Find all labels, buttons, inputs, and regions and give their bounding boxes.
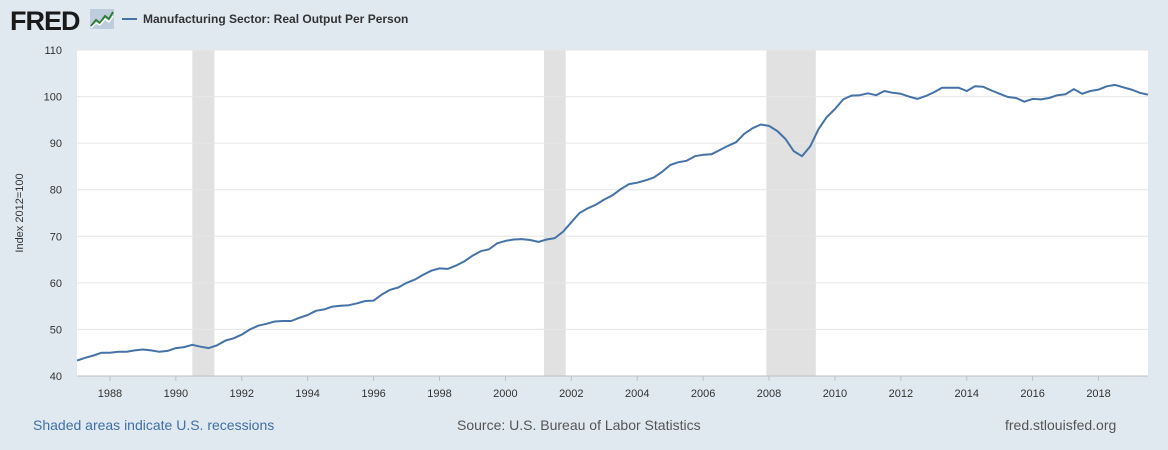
recession-band-1 [543,50,566,376]
y-axis-label: Index 2012=100 [14,173,26,252]
gridlines [77,49,1148,377]
y-tick-label: 40 [50,371,62,383]
y-tick-label: 110 [44,45,62,57]
x-axis-ticks: 1988 1990 1992 1994 1996 1998 2000 2002 2004 2006… [98,376,1111,400]
x-tick-label: 1988 [98,388,122,400]
recession-note-link[interactable]: Shaded areas indicate U.S. recessions [33,417,275,433]
x-tick-label: 2014 [955,388,979,400]
chart-header: FRED Manufacturing Sector: Real Output P… [0,0,1168,42]
recession-band-0 [192,50,215,376]
x-tick-label: 2004 [625,388,649,400]
recession-band-2 [766,50,816,376]
y-tick-label: 50 [50,324,62,336]
fred-logo[interactable]: FRED [10,6,80,36]
y-tick-label: 80 [50,185,62,197]
y-tick-label: 100 [44,92,62,104]
fred-logo-graph-icon [90,9,114,29]
x-tick-label: 1996 [361,388,385,400]
legend-swatch [122,18,137,20]
site-url[interactable]: fred.stlouisfed.org [1005,417,1117,433]
plot-background [77,50,1148,376]
x-tick-label: 2002 [559,388,583,400]
x-tick-label: 1998 [427,388,451,400]
series-line [76,83,1149,362]
y-tick-label: 60 [50,278,62,290]
source-note: Source: U.S. Bureau of Labor Statistics [457,417,701,433]
x-tick-label: 1992 [230,388,254,400]
x-tick-label: 2012 [889,388,913,400]
y-tick-label: 90 [50,138,62,150]
x-tick-label: 1990 [164,388,188,400]
x-tick-label: 2018 [1086,388,1110,400]
legend-series-label: Manufacturing Sector: Real Output Per Pe… [143,12,409,26]
recession-shading [192,50,816,376]
x-tick-label: 2010 [823,388,847,400]
x-tick-label: 2000 [493,388,517,400]
y-tick-label: 70 [50,231,62,243]
x-tick-label: 2016 [1020,388,1044,400]
x-tick-label: 1994 [295,388,319,400]
y-axis-ticks: 40 50 60 70 80 90 100 110 [44,45,62,383]
x-tick-label: 2006 [691,388,715,400]
x-tick-label: 2008 [757,388,781,400]
